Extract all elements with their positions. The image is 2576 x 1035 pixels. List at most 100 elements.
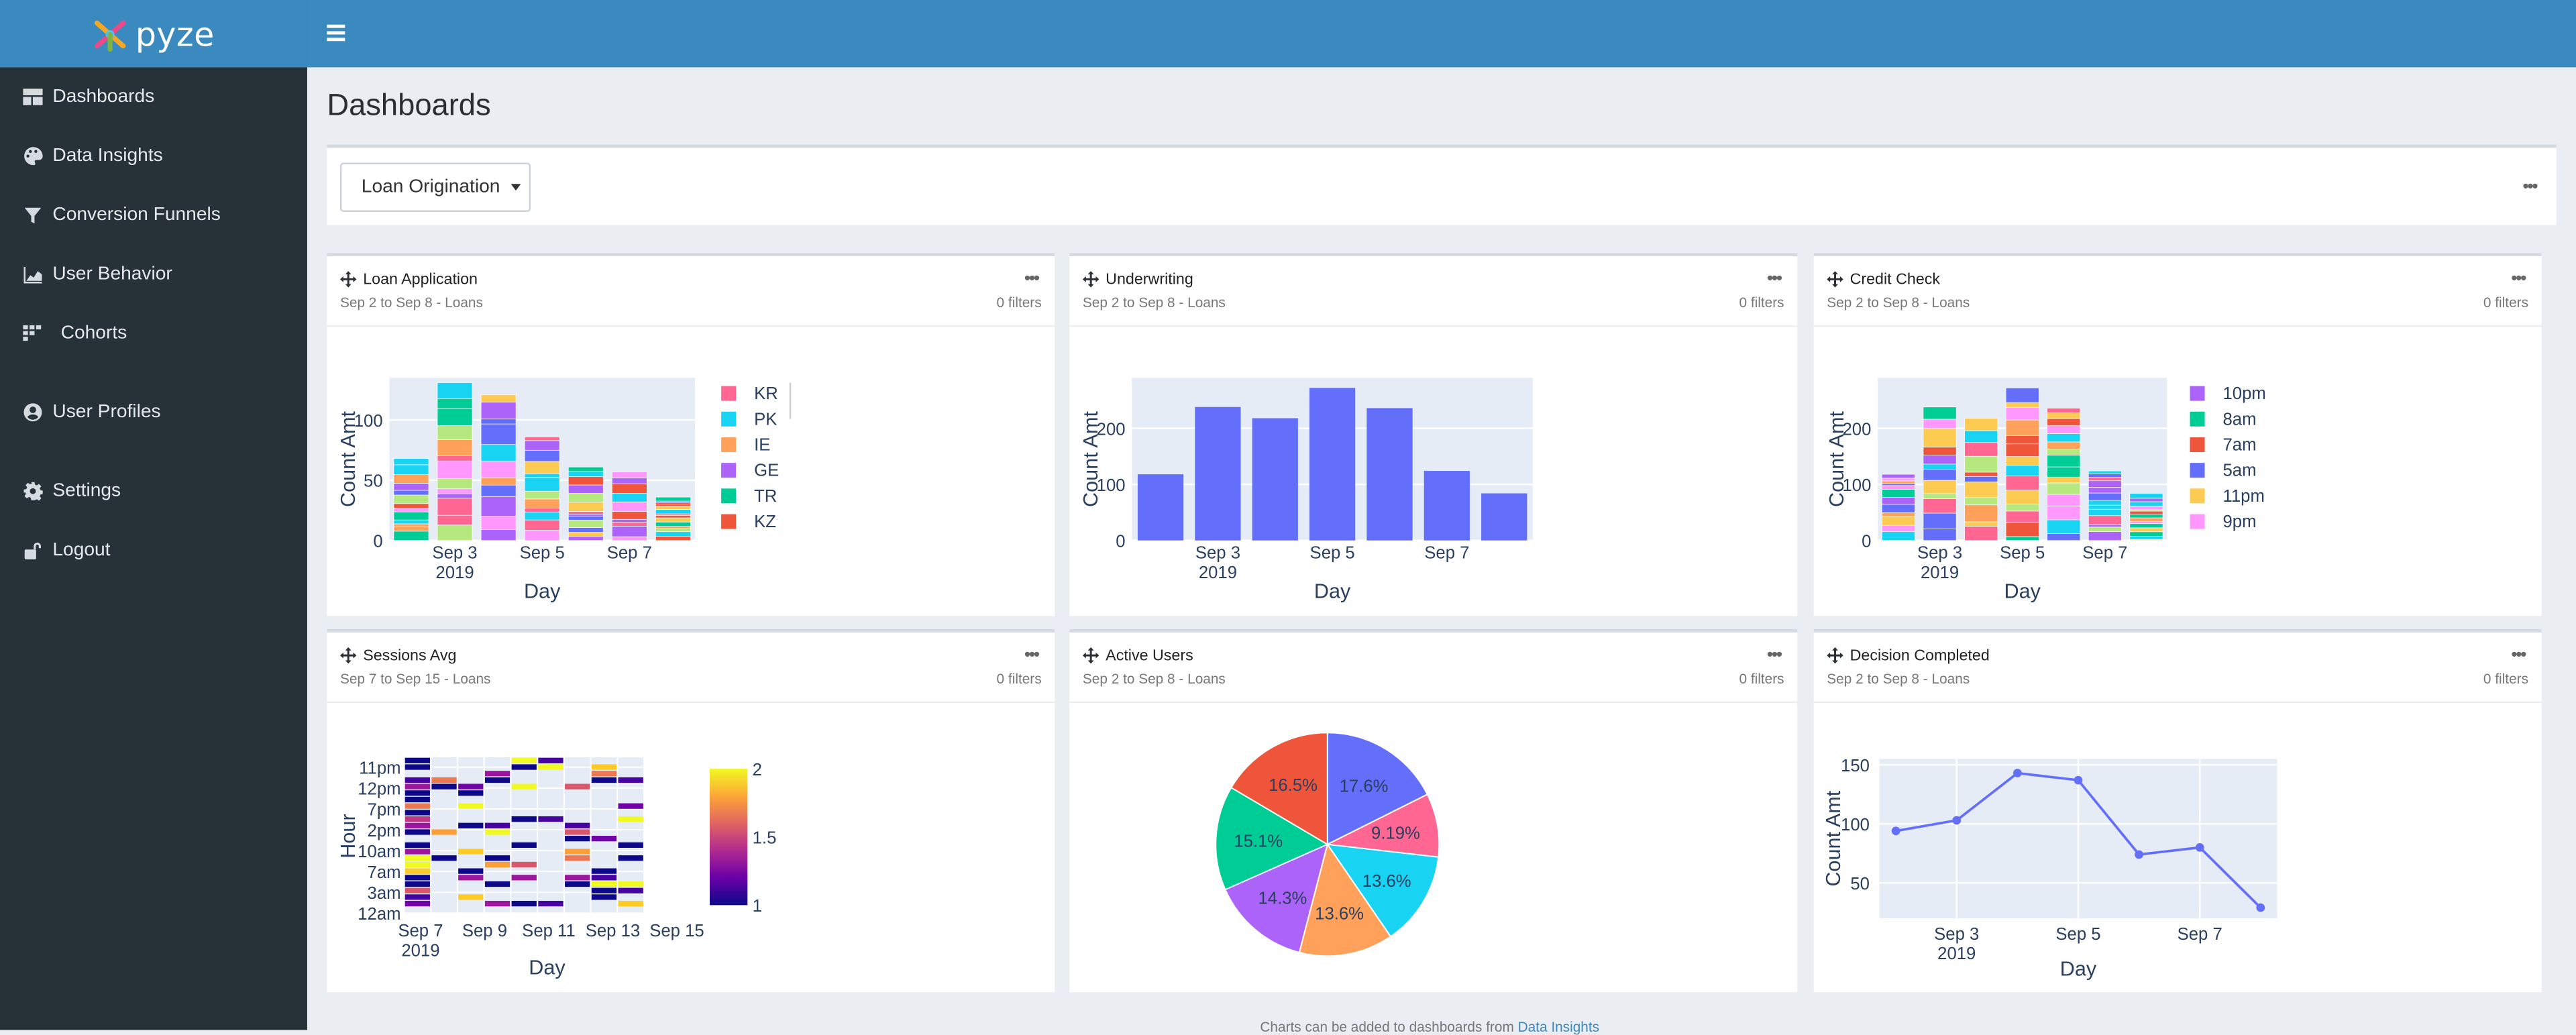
line-point <box>2013 769 2022 777</box>
bar-segment <box>524 530 560 541</box>
line-point <box>1952 816 1962 825</box>
bar-segment <box>655 504 691 507</box>
bar <box>1366 408 1413 541</box>
bar-segment <box>1964 472 1998 477</box>
card-more-icon[interactable]: ••• <box>1766 269 1782 290</box>
sidebar-item-cohorts[interactable]: Cohorts <box>0 304 307 363</box>
sidebar-item-dashboards[interactable]: Dashboards <box>0 67 307 126</box>
bar-segment <box>2129 523 2163 529</box>
bar-segment <box>480 484 517 497</box>
card-title: Decision Completed <box>1849 647 1990 665</box>
card-filter-count[interactable]: 0 filters <box>996 294 1042 311</box>
data-insights-link[interactable]: Data Insights <box>1517 1018 1600 1035</box>
heatmap-cell <box>565 855 590 861</box>
heatmap-cell <box>405 803 430 809</box>
heatmap-cell <box>591 894 617 900</box>
bar-segment <box>1923 493 1957 499</box>
heatmap-cell <box>405 822 430 828</box>
pie-slice <box>1215 786 1329 891</box>
dashboard-dropdown[interactable]: Loan Origination <box>339 162 531 212</box>
heatmap-cell <box>511 842 537 848</box>
card-filter-count[interactable]: 0 filters <box>1739 670 1784 687</box>
sidebar-item-user-profiles[interactable]: User Profiles <box>0 383 307 442</box>
y-tick-label: 10am <box>358 842 400 861</box>
move-icon[interactable] <box>1827 647 1843 664</box>
card-more-icon[interactable]: ••• <box>1024 645 1040 665</box>
legend-swatch <box>721 514 737 529</box>
heatmap-cell <box>458 803 484 809</box>
bar-segment <box>1964 455 1998 473</box>
bar-segment <box>1881 474 1915 479</box>
bar-segment <box>1881 516 1915 526</box>
bar-segment <box>2047 412 2081 419</box>
card-more-icon[interactable]: ••• <box>1024 269 1040 290</box>
heatmap-cell <box>618 900 643 907</box>
bar <box>1195 406 1241 541</box>
card-filter-count[interactable]: 0 filters <box>2483 670 2529 687</box>
legend-swatch <box>2190 463 2205 478</box>
legend-label: IE <box>754 436 770 455</box>
pyze-logo-icon <box>95 19 127 51</box>
bar-segment <box>393 494 429 504</box>
card-filter-count[interactable]: 0 filters <box>996 670 1042 687</box>
sidebar-item-data-insights[interactable]: Data Insights <box>0 127 307 186</box>
card-filter-count[interactable]: 0 filters <box>1739 294 1784 311</box>
x-tick-label: Sep 5 <box>1310 544 1355 563</box>
y-axis-title: Count Amt <box>337 411 360 507</box>
bar-segment <box>2129 521 2163 525</box>
card-more-icon[interactable]: ••• <box>2511 269 2526 290</box>
heatmap-cell <box>618 887 643 893</box>
bar-segment <box>437 425 473 440</box>
bar-segment <box>2088 500 2122 506</box>
heatmap-cell <box>591 868 617 874</box>
sidebar-item-conversion-funnels[interactable]: Conversion Funnels <box>0 186 307 245</box>
heatmap-cell <box>484 881 511 887</box>
x-tick-label: Sep 7 <box>2082 544 2127 563</box>
move-icon[interactable] <box>1082 647 1099 664</box>
pie-slice-label: 13.6% <box>1315 904 1364 923</box>
heatmap-cell <box>405 842 430 848</box>
card-filter-count[interactable]: 0 filters <box>2483 294 2529 311</box>
bar-segment <box>2129 514 2163 519</box>
sidebar-item-logout[interactable]: Logout <box>0 521 307 580</box>
bar-segment <box>568 536 604 541</box>
brand[interactable]: pyze <box>0 0 307 68</box>
bar-segment <box>611 536 647 541</box>
more-options-icon[interactable]: ••• <box>2522 177 2538 197</box>
sidebar-item-label: Logout <box>52 540 111 561</box>
legend-swatch <box>2190 437 2205 452</box>
heatmap-cell <box>458 822 484 828</box>
x-tick-label: 2019 <box>1199 563 1237 582</box>
x-tick-label: Sep 3 <box>432 544 477 563</box>
sidebar-item-settings[interactable]: Settings <box>0 461 307 521</box>
card-header: Decision Completed Sep 2 to Sep 8 - Loan… <box>1813 633 2542 704</box>
heatmap-cell <box>591 836 617 842</box>
bar-segment <box>1923 428 1957 447</box>
heatmap-cell <box>484 861 511 868</box>
bar-segment <box>480 444 517 462</box>
bar-segment <box>524 490 560 500</box>
card-more-icon[interactable]: ••• <box>2511 645 2526 665</box>
bar-segment <box>568 527 604 533</box>
heatmap-cell <box>591 875 617 881</box>
heatmap-cell <box>458 783 484 789</box>
menu-toggle-icon[interactable] <box>327 24 345 42</box>
sidebar-item-user-behavior[interactable]: User Behavior <box>0 245 307 304</box>
heatmap-cell <box>511 757 537 763</box>
pie-slice <box>1326 843 1440 938</box>
x-tick-label: Sep 5 <box>2055 925 2100 944</box>
y-axis-title: Count Amt <box>1079 411 1102 507</box>
heatmap-cell <box>405 900 430 907</box>
card-more-icon[interactable]: ••• <box>1766 645 1782 665</box>
bar-segment <box>2047 533 2081 541</box>
heatmap-cell <box>405 849 430 855</box>
move-icon[interactable] <box>1082 271 1099 288</box>
move-icon[interactable] <box>339 271 357 288</box>
heatmap-cell <box>565 836 590 842</box>
move-icon[interactable] <box>339 647 357 664</box>
y-tick-label: 0 <box>1862 533 1871 551</box>
move-icon[interactable] <box>1827 271 1843 288</box>
heatmap-cell <box>458 849 484 855</box>
y-tick-label: 12pm <box>358 780 400 799</box>
